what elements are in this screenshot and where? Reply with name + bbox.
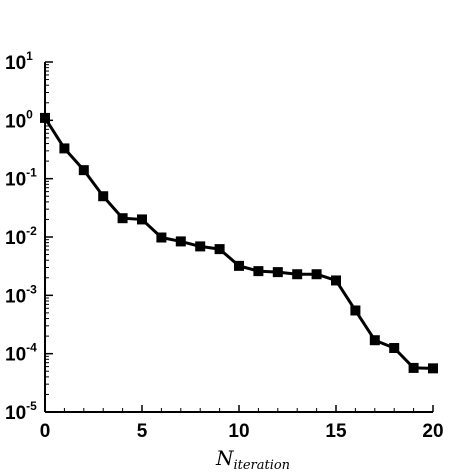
y-ticks: 101 100 10-1 10-2 10-3 10-4 10-5	[5, 49, 53, 424]
y-tick-label: 10-2	[5, 224, 37, 249]
data-point	[292, 269, 303, 280]
data-point	[98, 191, 109, 202]
data-point	[137, 214, 147, 225]
x-tick-label: 15	[325, 421, 347, 442]
data-point	[175, 236, 186, 247]
data-point	[272, 267, 283, 278]
data-point	[156, 232, 167, 243]
data-point	[311, 269, 322, 280]
data-point	[331, 275, 341, 286]
data-point	[234, 260, 244, 271]
data-point	[389, 343, 400, 354]
data-point	[214, 244, 225, 255]
data-point	[59, 143, 70, 154]
data-point	[408, 362, 419, 373]
x-tick-label: 5	[137, 421, 148, 442]
data-point	[253, 266, 264, 277]
y-tick-label: 10-4	[5, 341, 37, 366]
x-tick-label: 0	[40, 421, 51, 442]
y-tick-label: 10-1	[5, 166, 37, 191]
x-axis-title-subscript: iteration	[233, 458, 290, 473]
x-tick-label: 10	[228, 421, 249, 442]
x-axis-title-base: N	[215, 446, 235, 470]
y-tick-label: 10-3	[5, 282, 37, 307]
axes	[44, 62, 433, 413]
data-point	[428, 363, 438, 374]
y-tick-label: 101	[5, 49, 33, 74]
data-point	[78, 165, 89, 176]
x-ticks: 0 5 10 15 20	[40, 405, 444, 442]
data-series	[40, 112, 438, 374]
x-axis-title: Niteration	[215, 446, 290, 473]
y-tick-label: 100	[5, 107, 33, 132]
x-tick-label: 20	[422, 421, 443, 442]
data-point	[369, 335, 380, 346]
data-point	[195, 241, 206, 252]
data-point	[40, 112, 50, 123]
y-tick-label: 10-5	[5, 399, 37, 424]
series-line	[43, 117, 434, 370]
data-point	[350, 305, 361, 316]
data-point	[117, 213, 128, 224]
